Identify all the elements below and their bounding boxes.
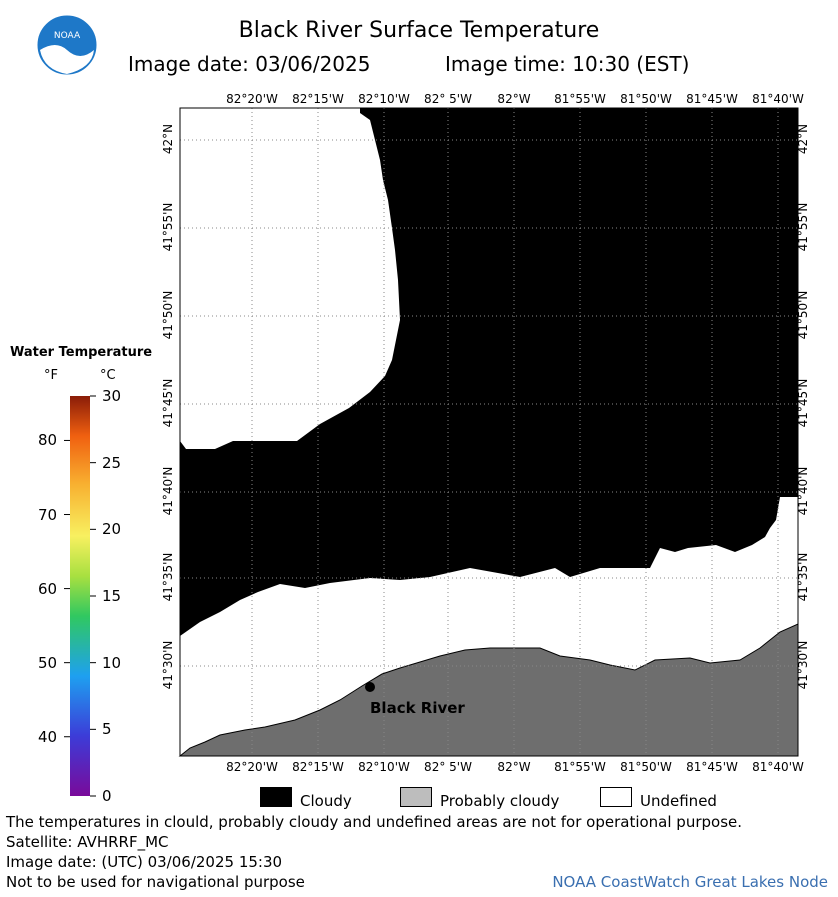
undefined-key-label: Undefined (640, 792, 717, 810)
celsius-tick-label: 0 (102, 787, 112, 805)
lon-label: 82°10'W (358, 760, 410, 774)
lon-label: 82° 5'W (424, 760, 472, 774)
lat-label: 41°40'N (796, 466, 810, 516)
lon-label: 81°55'W (554, 92, 606, 106)
celsius-tick-label: 5 (102, 720, 112, 739)
noaa-logo: NOAA (36, 14, 98, 76)
celsius-tick-label: 30 (102, 387, 122, 405)
probably-cloudy-swatch (400, 787, 432, 807)
place-label-black-river: Black River (370, 699, 465, 717)
unit-fahrenheit: °F (44, 368, 58, 383)
fahrenheit-tick-label: 50 (38, 653, 58, 672)
svg-text:NOAA: NOAA (54, 31, 81, 41)
lon-label: 82°10'W (358, 92, 410, 106)
lon-label: 81°45'W (686, 760, 738, 774)
celsius-tick-label: 15 (102, 587, 122, 605)
lon-label: 82°20'W (226, 760, 278, 774)
utc-date-text: Image date: (UTC) 03/06/2025 15:30 (6, 853, 283, 871)
black-river-marker (365, 682, 375, 692)
lat-label: 42°N (796, 123, 810, 155)
lon-label: 82°W (497, 92, 531, 106)
celsius-tick-label: 10 (102, 653, 122, 672)
lat-label: 41°35'N (796, 552, 810, 602)
image-time: Image time: 10:30 (EST) (445, 52, 690, 76)
probably-cloudy-key-label: Probably cloudy (440, 792, 560, 810)
graticule (180, 108, 798, 756)
credit-text: NOAA CoastWatch Great Lakes Node (552, 873, 828, 891)
image-date: Image date: 03/06/2025 (128, 52, 371, 76)
fahrenheit-tick-label: 40 (38, 727, 58, 746)
disclaimer-text: The temperatures in clould, probably clo… (6, 813, 743, 831)
lon-label: 81°50'W (620, 760, 672, 774)
cloudy-key-label: Cloudy (300, 792, 352, 810)
celsius-tick-label: 25 (102, 453, 122, 472)
legend-title: Water Temperature (10, 345, 153, 360)
lon-label: 81°45'W (686, 92, 738, 106)
lat-label: 41°55'N (161, 202, 175, 252)
lon-label: 82° 5'W (424, 92, 472, 106)
lon-label: 82°W (497, 760, 531, 774)
lon-label: 82°15'W (292, 92, 344, 106)
land-area (178, 623, 799, 757)
lat-label: 42°N (161, 123, 175, 155)
lon-label: 81°40'W (752, 92, 804, 106)
lat-label: 41°50'N (796, 290, 810, 340)
lat-label: 41°30'N (161, 640, 175, 690)
fahrenheit-tick-label: 80 (38, 431, 58, 450)
color-scale-bar (64, 395, 96, 797)
lon-label: 82°20'W (226, 92, 278, 106)
lat-label: 41°45'N (796, 378, 810, 428)
lon-label: 82°15'W (292, 760, 344, 774)
lon-label: 81°55'W (554, 760, 606, 774)
fahrenheit-tick-label: 60 (38, 579, 58, 598)
cloudy-swatch (260, 787, 292, 807)
undefined-swatch (600, 787, 632, 807)
satellite-text: Satellite: AVHRRF_MC (6, 833, 169, 851)
lat-label: 41°45'N (161, 378, 175, 428)
lat-label: 41°50'N (161, 290, 175, 340)
lat-label: 41°55'N (796, 202, 810, 252)
lon-label: 81°50'W (620, 92, 672, 106)
lat-label: 41°35'N (161, 552, 175, 602)
fahrenheit-tick-label: 70 (38, 505, 58, 524)
unit-celsius: °C (100, 368, 116, 383)
celsius-tick-label: 20 (102, 520, 122, 539)
nav-warning-text: Not to be used for navigational purpose (6, 873, 305, 891)
lat-label: 41°30'N (796, 640, 810, 690)
cloud-area (180, 108, 798, 636)
map-title: Black River Surface Temperature (238, 18, 600, 43)
lon-label: 81°40'W (752, 760, 804, 774)
lat-label: 41°40'N (161, 466, 175, 516)
